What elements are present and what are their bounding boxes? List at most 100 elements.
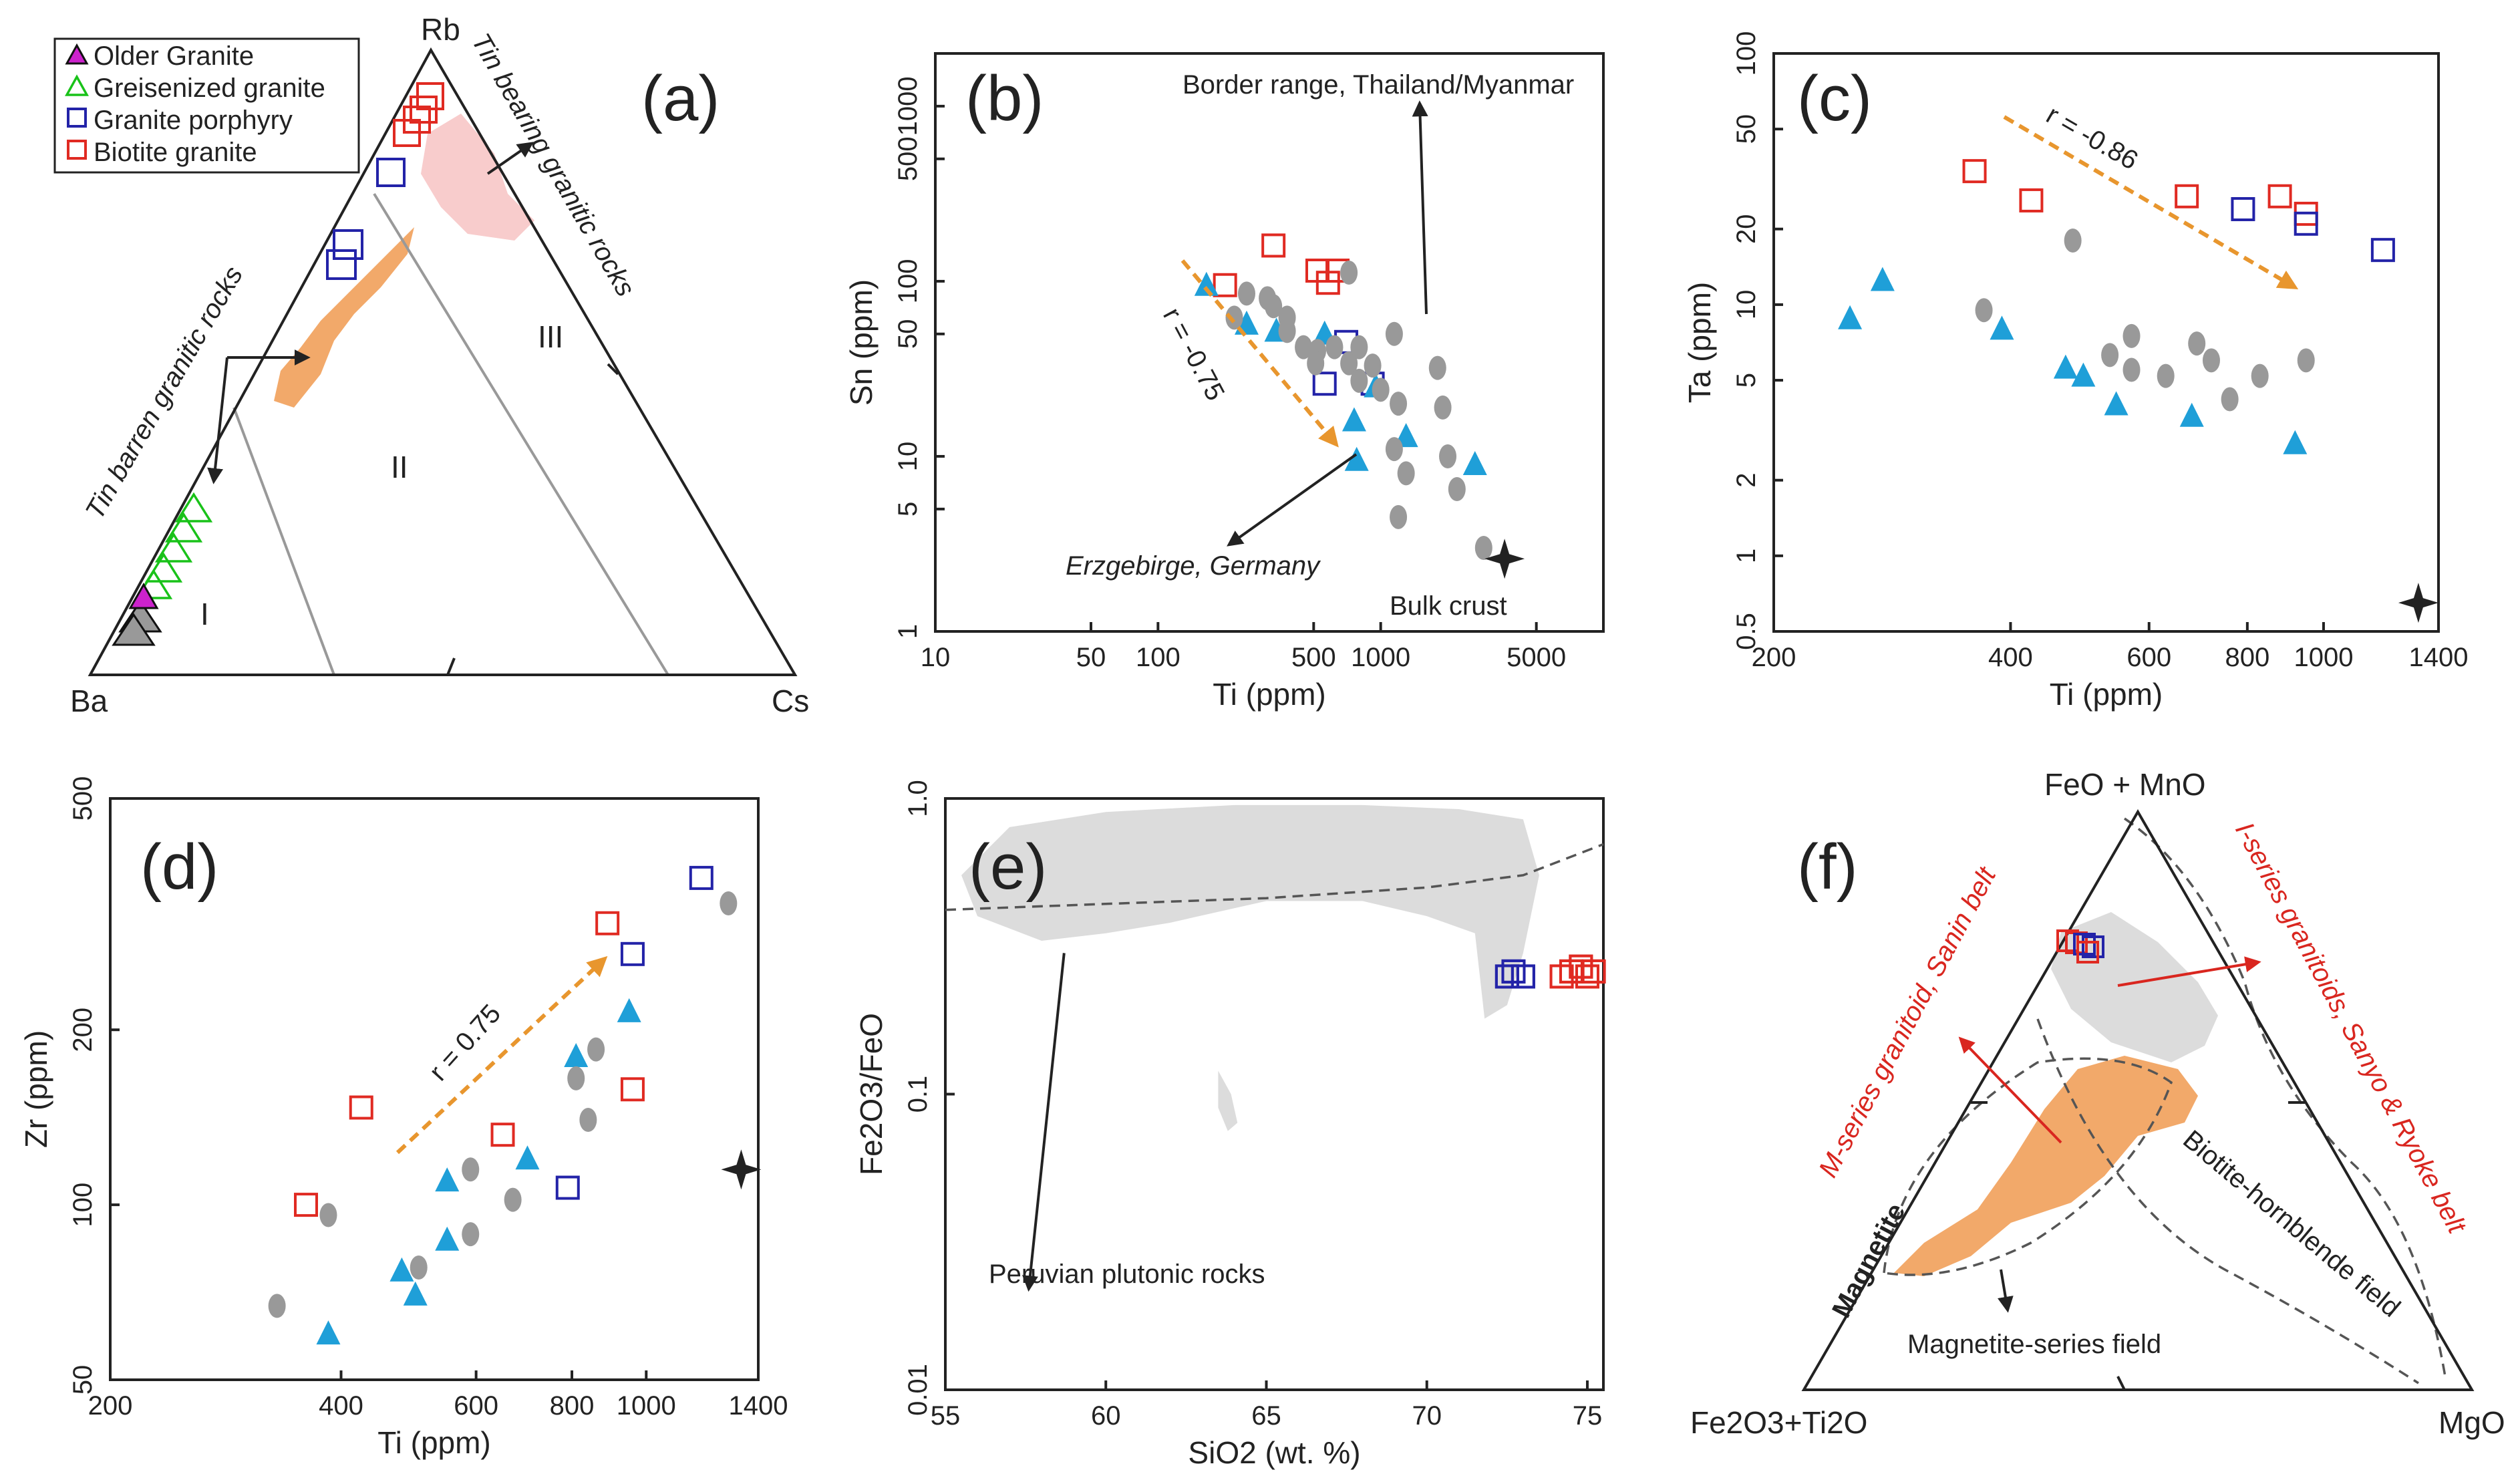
chart-c-ta-ti: 200 400 600 800 1000 1400 0.5 1 2 5 10 20 50 100 Ti (p… <box>1682 31 2468 712</box>
y-tick-label-c: 50 <box>1732 114 1761 144</box>
point-grey-ellipse <box>1474 535 1492 560</box>
arrow-magnetite-field <box>1998 1269 2014 1313</box>
legend-greisen: Greisenized granite <box>94 73 325 103</box>
point-blue-triangle <box>515 1145 540 1170</box>
biotite-boundary-1 <box>2124 817 2447 1377</box>
y-tick-label-c: 2 <box>1732 473 1761 488</box>
series-bulk-crust <box>2398 583 2438 623</box>
x-tick-label-b: 500 <box>1291 643 1336 672</box>
x-tick-label-c: 400 <box>1988 643 2033 672</box>
point-grey-ellipse <box>319 1203 337 1227</box>
point-porphyry-square <box>1511 964 1535 989</box>
series-blue-triangles <box>1838 267 2308 454</box>
point-grey-ellipse <box>1428 355 1446 380</box>
series-top-granite-porphyry <box>1494 959 1535 989</box>
point-porphyry-square <box>2294 211 2318 236</box>
apex-cs: Cs <box>772 684 809 718</box>
y-axis-label-e: Fe2O3/FeO <box>854 1013 889 1175</box>
point-biotite-square <box>620 1077 645 1102</box>
point-grey-ellipse <box>720 891 738 915</box>
point-blue-triangle <box>1342 407 1366 432</box>
point-biotite-square <box>2175 184 2199 208</box>
point-grey-ellipse <box>1350 368 1368 393</box>
plot-frame-d <box>109 797 760 1381</box>
point-biotite-square <box>490 1123 515 1147</box>
y-tick-label-b: 50 <box>893 319 923 349</box>
point-grey-ellipse <box>1350 335 1368 359</box>
x-tick-label-c: 1400 <box>2409 643 2469 672</box>
arrow-border-range <box>1412 100 1428 315</box>
point-grey-ellipse <box>1325 335 1344 359</box>
point-blue-triangle <box>389 1257 414 1282</box>
pink-field <box>421 114 534 241</box>
y-tick-label-b: 1000 <box>893 76 923 136</box>
point-grey-ellipse <box>2221 387 2239 412</box>
point-biotite-square <box>1261 233 1286 258</box>
y-tick-label-b: 100 <box>893 259 923 304</box>
point-grey-ellipse <box>2297 348 2315 373</box>
label-magnetite: Magnetite <box>1827 1199 1911 1322</box>
arrow-barren-2 <box>207 357 228 484</box>
series-bulk-crust <box>1484 539 1525 579</box>
panel-label-b: (b) <box>965 63 1044 134</box>
point-blue-triangle <box>403 1281 428 1306</box>
point-biotite-square <box>349 1095 373 1120</box>
y-tick-label-b: 5 <box>893 502 923 516</box>
point-grey-ellipse <box>587 1037 605 1062</box>
y-tick-label-e: 1.0 <box>903 780 933 817</box>
label-m-series: M-series granitoid, Sanin belt <box>1813 862 2002 1183</box>
y-tick-label-b: 1 <box>893 624 923 639</box>
point-grey-ellipse <box>462 1157 480 1182</box>
point-biotite-square <box>1581 959 1606 984</box>
point-biotite-square <box>2267 184 2292 208</box>
panel-label-c: (c) <box>1797 63 1872 134</box>
y-tick-label-e: 0.01 <box>903 1364 933 1416</box>
point-grey-ellipse <box>1295 335 1313 359</box>
point-grey-ellipse <box>1372 378 1390 402</box>
x-axis-label-d: Ti (ppm) <box>377 1425 491 1460</box>
point-blue-triangle <box>2104 391 2129 416</box>
point-grey-ellipse <box>1448 476 1466 501</box>
x-tick-label-c: 200 <box>1752 643 1796 672</box>
biotite-boundary-2 <box>2036 1018 2419 1384</box>
x-tick-label-d: 400 <box>319 1391 363 1421</box>
point-blue-triangle <box>564 1043 589 1068</box>
divider-2 <box>373 192 669 676</box>
point-blue-triangle <box>1344 446 1369 471</box>
apex-mgo: MgO <box>2438 1405 2505 1440</box>
x-tick-label-d: 200 <box>88 1391 133 1421</box>
point-bulk-crust-star <box>721 1149 762 1190</box>
x-tick-label-b: 100 <box>1136 643 1180 672</box>
point-grey-ellipse <box>1390 504 1408 529</box>
y-tick-label-c: 0.5 <box>1732 613 1761 650</box>
y-tick-label-c: 20 <box>1732 214 1761 245</box>
point-grey-ellipse <box>2122 323 2141 348</box>
ann-border-range: Border range, Thailand/Myanmar <box>1183 70 1574 100</box>
legend-older: Older Granite <box>94 41 254 71</box>
point-grey-ellipse <box>579 1107 597 1132</box>
point-blue-triangle <box>435 1167 460 1192</box>
peruvian-field-small <box>1218 1070 1238 1131</box>
point-grey-ellipse <box>410 1255 428 1280</box>
tick-f-bottom <box>2116 1376 2126 1390</box>
tick-a-bottom <box>446 657 456 676</box>
y-tick-label-d: 500 <box>68 776 98 821</box>
plot-frame-b <box>934 52 1605 633</box>
arrow-bearing <box>486 142 534 175</box>
y-tick-label-b: 500 <box>893 136 923 181</box>
x-tick-label-e: 75 <box>1573 1401 1603 1431</box>
y-axis-label-d: Zr (ppm) <box>19 1030 53 1148</box>
point-porphyry-square <box>1312 372 1337 396</box>
tick-a-right <box>607 363 619 376</box>
x-tick-label-c: 800 <box>2225 643 2269 672</box>
y-axis-label-c: Ta (ppm) <box>1682 282 1717 403</box>
a-older-triangles <box>112 582 162 646</box>
series-granite-porphyry <box>555 865 714 1200</box>
a-biotite-squares <box>393 82 444 147</box>
point-blue-triangle <box>435 1226 460 1251</box>
field-i: I <box>200 597 209 631</box>
point-biotite-square <box>1213 273 1237 297</box>
x-tick-label-e: 55 <box>931 1401 961 1431</box>
